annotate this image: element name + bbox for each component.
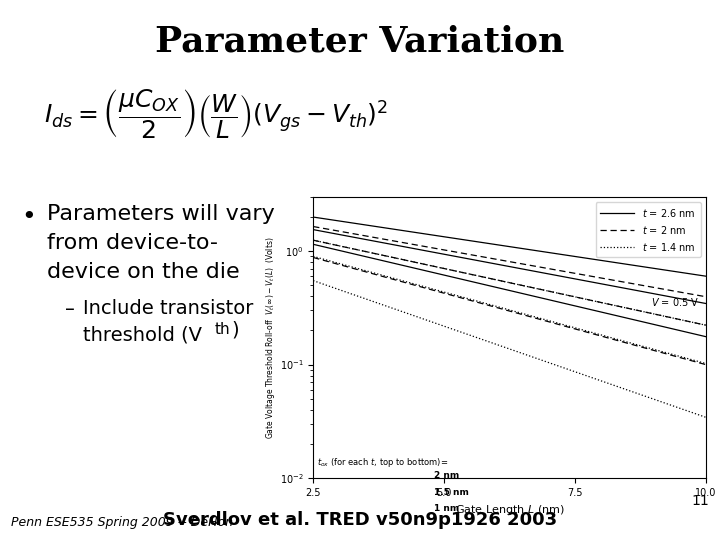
Text: Include transistor
threshold (V: Include transistor threshold (V [83,299,253,345]
Line: $t$ = 2.6 nm: $t$ = 2.6 nm [313,217,706,276]
$t$ = 1.4 nm [549,289,558,295]
Text: ): ) [232,320,240,339]
Text: Parameters will vary
from device-to-
device on the die: Parameters will vary from device-to- dev… [47,204,274,282]
$t$ = 2 nm [309,224,318,230]
$t$ = 1.4 nm [310,237,319,244]
Y-axis label: Gate Voltage Threshold Roll-off  $V_t(\infty)-V_t(L)$  (Volts): Gate Voltage Threshold Roll-off $V_t(\in… [264,237,277,438]
$t$ = 2 nm [542,265,551,272]
$t$ = 2 nm [310,224,319,230]
$t$ = 2 nm [541,265,550,271]
Text: 11: 11 [691,494,709,508]
Text: 2 nm: 2 nm [433,471,459,481]
Text: th: th [215,322,230,337]
$t$ = 2.6 nm [549,250,558,256]
$t$ = 2.6 nm [639,264,648,270]
$t$ = 2.6 nm [310,214,319,220]
Text: 1 nm: 1 nm [433,504,459,513]
Text: Sverdlov et al. TRED v50n9p1926 2003: Sverdlov et al. TRED v50n9p1926 2003 [163,511,557,529]
$t$ = 2 nm [549,266,558,273]
$t$ = 2 nm [701,293,710,300]
$t$ = 2.6 nm [701,273,710,279]
Text: 1.5 nm: 1.5 nm [433,488,469,497]
Text: •: • [22,205,36,229]
Text: –: – [65,300,75,319]
$t$ = 1.4 nm [309,237,318,244]
Text: $V$ = 0.5 V: $V$ = 0.5 V [652,296,700,308]
$t$ = 1.4 nm [639,308,648,315]
Text: $I_{ds} = \left(\dfrac{\mu C_{OX}}{2}\right)\left(\dfrac{W}{L}\right)\left(V_{gs: $I_{ds} = \left(\dfrac{\mu C_{OX}}{2}\ri… [44,87,388,140]
Line: $t$ = 2 nm: $t$ = 2 nm [313,227,706,296]
$t$ = 2.6 nm [309,214,318,220]
$t$ = 1.4 nm [542,287,551,294]
$t$ = 1.4 nm [541,287,550,294]
$t$ = 2 nm [639,282,648,289]
Legend: $t$ = 2.6 nm, $t$ = 2 nm, $t$ = 1.4 nm: $t$ = 2.6 nm, $t$ = 2 nm, $t$ = 1.4 nm [595,202,701,258]
$t$ = 2.6 nm [665,267,673,274]
$t$ = 1.4 nm [701,322,710,328]
Line: $t$ = 1.4 nm: $t$ = 1.4 nm [313,240,706,325]
X-axis label: Gate Length $L$ (nm): Gate Length $L$ (nm) [454,503,564,517]
$t$ = 2 nm [665,287,673,293]
Text: Parameter Variation: Parameter Variation [156,24,564,58]
Text: $t_{ox}$ (for each $t$, top to bottom)=: $t_{ox}$ (for each $t$, top to bottom)= [318,456,449,469]
Text: Penn ESE535 Spring 2009 -- DeHon: Penn ESE535 Spring 2009 -- DeHon [11,516,233,529]
$t$ = 1.4 nm [665,314,673,320]
$t$ = 2.6 nm [542,249,551,255]
$t$ = 2.6 nm [541,249,550,255]
